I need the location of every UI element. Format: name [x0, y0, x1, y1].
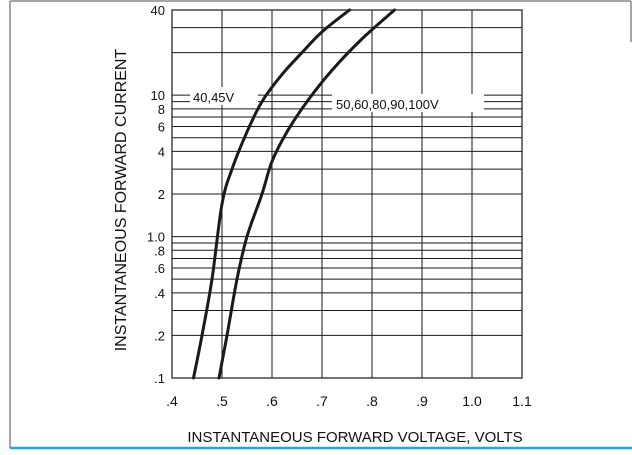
series-line-2	[217, 8, 396, 380]
x-tick-label: .9	[416, 393, 428, 409]
y-tick-labels: .1 .2 .4 .6 .81.0 2 4 6 810 40	[147, 3, 165, 386]
legend-label-bg-series-1	[190, 87, 258, 105]
y-axis-label: INSTANTANEOUS FORWARD CURRENT	[113, 49, 130, 352]
y-tick-label: 6	[158, 120, 165, 135]
y-tick-label: 10	[151, 88, 165, 103]
y-tick-label: 4	[158, 144, 165, 159]
x-tick-label: .4	[166, 393, 178, 409]
x-tick-label: .5	[216, 393, 228, 409]
legend-label-bg-series-2	[332, 94, 484, 112]
x-tick-label: 1.1	[512, 393, 532, 409]
y-tick-label: 2	[158, 187, 165, 202]
x-tick-labels: .4 .5 .6 .7 .8 .9 1.0 1.1	[166, 393, 532, 409]
y-tick-label: .2	[154, 328, 165, 343]
y-tick-label: .1	[154, 371, 165, 386]
y-tick-label: .6	[154, 261, 165, 276]
y-tick-label: .4	[154, 286, 165, 301]
legend-label-series-1: 40,45V	[193, 90, 235, 105]
y-tick-label: 40	[151, 3, 165, 18]
y-tick-label: 1.0	[147, 230, 165, 245]
x-tick-label: .7	[316, 393, 328, 409]
x-tick-label: .6	[266, 393, 278, 409]
y-tick-label: 8	[158, 102, 165, 117]
x-axis-label: INSTANTANEOUS FORWARD VOLTAGE, VOLTS	[187, 429, 522, 446]
x-tick-label: 1.0	[462, 393, 482, 409]
legend-label-series-2: 50,60,80,90,100V	[336, 97, 439, 112]
curves	[192, 8, 396, 380]
series-line-1	[192, 8, 351, 380]
plot-frame	[171, 9, 523, 379]
y-tick-label: .8	[154, 243, 165, 258]
x-tick-label: .8	[366, 393, 378, 409]
